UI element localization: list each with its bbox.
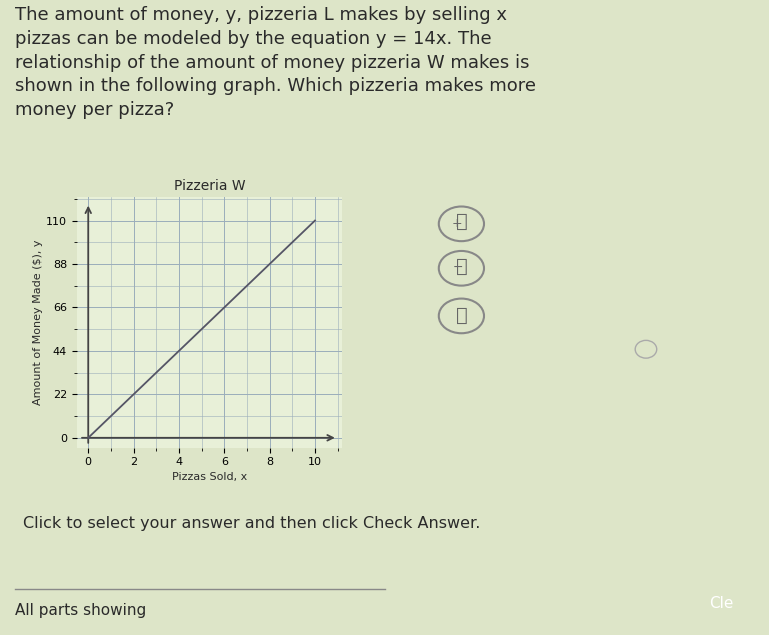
- Text: All parts showing: All parts showing: [15, 603, 147, 618]
- Text: +: +: [451, 217, 462, 229]
- Text: Click to select your answer and then click Check Answer.: Click to select your answer and then cli…: [23, 516, 480, 531]
- X-axis label: Pizzas Sold, x: Pizzas Sold, x: [172, 472, 247, 481]
- Text: ⧉: ⧉: [455, 307, 468, 325]
- Text: Cle: Cle: [709, 596, 733, 611]
- Text: ⌕: ⌕: [455, 212, 468, 231]
- Y-axis label: Amount of Money Made ($), y: Amount of Money Made ($), y: [33, 239, 43, 405]
- Title: Pizzeria W: Pizzeria W: [174, 179, 245, 193]
- Text: −: −: [452, 261, 463, 274]
- Text: The amount of money, y, pizzeria L makes by selling x
pizzas can be modeled by t: The amount of money, y, pizzeria L makes…: [15, 6, 537, 119]
- Text: ⌕: ⌕: [455, 257, 468, 276]
